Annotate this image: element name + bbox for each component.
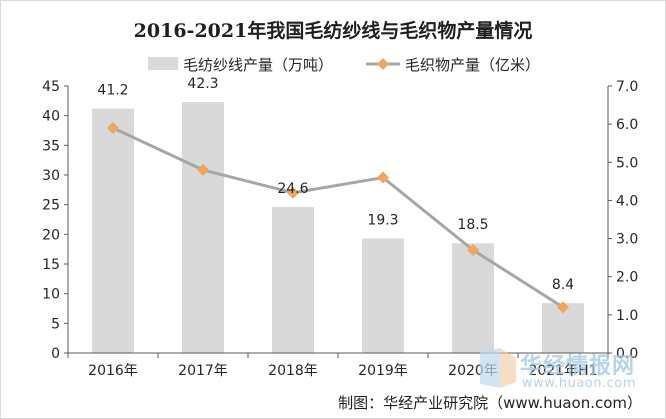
y-left-tick-label: 10 bbox=[42, 287, 60, 303]
bar-1 bbox=[182, 102, 224, 354]
bar-data-label: 42.3 bbox=[187, 76, 218, 92]
x-tick-label: 2019年 bbox=[358, 363, 408, 379]
bar-3 bbox=[362, 238, 404, 353]
y-left-tick-label: 25 bbox=[42, 198, 60, 214]
x-tick-label: 2018年 bbox=[268, 363, 318, 379]
y-right-tick-label: 2.0 bbox=[616, 270, 638, 286]
y-left-tick-label: 0 bbox=[51, 346, 60, 362]
line-marker-4 bbox=[467, 244, 479, 257]
y-right-tick-label: 6.0 bbox=[616, 117, 638, 133]
legend-bar-label: 毛纺纱线产量（万吨） bbox=[183, 56, 333, 74]
watermark-name: 华经情报网 bbox=[520, 354, 636, 379]
chart-title: 2016-2021年我国毛纺纱线与毛织物产量情况 bbox=[133, 20, 533, 42]
line-layer bbox=[107, 121, 569, 314]
y-left-tick-label: 45 bbox=[42, 79, 60, 95]
x-tick-label: 2016年 bbox=[88, 363, 138, 379]
watermark: 华经情报网 www.huaon.com bbox=[478, 344, 658, 400]
line-marker-0 bbox=[107, 121, 119, 134]
y-left-tick-label: 30 bbox=[42, 168, 60, 184]
y-right-tick-label: 0.0 bbox=[616, 346, 638, 362]
y-right-tick-label: 7.0 bbox=[616, 79, 638, 95]
axes-layer: 0 5 10 15 20 25 30 35 40 45 0.0 1.0 2.0 3.0 4.0 5.0 6.0 7… bbox=[42, 79, 638, 379]
bar-data-label: 8.4 bbox=[552, 277, 574, 293]
y-left-tick-label: 40 bbox=[42, 109, 60, 125]
line-marker-5 bbox=[557, 301, 569, 314]
labels-layer: 41.2 42.3 24.6 19.3 18.5 8.4 bbox=[97, 76, 574, 293]
bar-2 bbox=[272, 207, 314, 353]
bars-layer bbox=[92, 102, 584, 354]
y-right-tick-label: 4.0 bbox=[616, 193, 638, 209]
y-right-tick-label: 5.0 bbox=[616, 155, 638, 171]
line-marker-2 bbox=[287, 186, 299, 199]
bar-data-label: 18.5 bbox=[457, 217, 488, 233]
y-left-tick-label: 35 bbox=[42, 138, 60, 154]
line-series bbox=[112, 126, 564, 309]
y-right-tick-label: 3.0 bbox=[616, 232, 638, 248]
bar-4 bbox=[452, 243, 494, 353]
legend-bar-swatch bbox=[148, 57, 178, 70]
line-marker-3 bbox=[377, 171, 389, 184]
y-left-tick-label: 15 bbox=[42, 257, 60, 273]
watermark-logo-icon bbox=[480, 348, 516, 388]
x-tick-label: 2017年 bbox=[178, 363, 228, 379]
bar-data-label: 41.2 bbox=[97, 83, 128, 99]
bar-data-label: 19.3 bbox=[367, 212, 398, 228]
bar-0 bbox=[92, 108, 134, 354]
legend: 毛纺纱线产量（万吨） 毛织物产量（亿米） bbox=[148, 56, 540, 74]
legend-line-marker bbox=[377, 58, 389, 70]
bar-data-label: 24.6 bbox=[277, 181, 308, 197]
watermark-url: www.huaon.com bbox=[522, 376, 636, 391]
x-tick-label: 2021年H1 bbox=[528, 363, 597, 379]
y-left-tick-label: 5 bbox=[51, 316, 60, 332]
legend-line-label: 毛织物产量（亿米） bbox=[405, 56, 540, 74]
y-right-tick-label: 1.0 bbox=[616, 308, 638, 324]
line-marker-1 bbox=[197, 163, 209, 176]
y-left-tick-label: 20 bbox=[42, 227, 60, 243]
source-label: 制图：华经产业研究院（www.huaon.com） bbox=[338, 394, 642, 412]
